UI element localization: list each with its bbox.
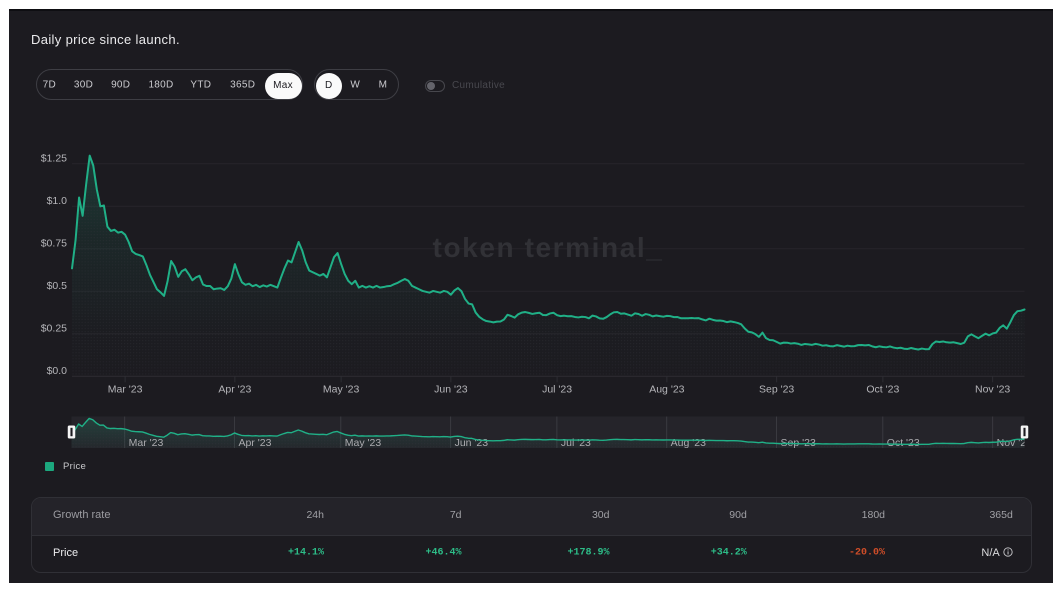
svg-text:Sep '23: Sep '23 [759, 384, 794, 396]
svg-text:$1.0: $1.0 [47, 195, 68, 207]
svg-text:$0.75: $0.75 [41, 238, 67, 250]
svg-text:$0.25: $0.25 [41, 323, 67, 335]
svg-text:Aug '23: Aug '23 [649, 384, 684, 396]
svg-text:Mar '23: Mar '23 [129, 437, 164, 449]
svg-text:Jul '23: Jul '23 [561, 437, 591, 449]
svg-text:Mar '23: Mar '23 [108, 384, 143, 396]
svg-text:Nov '23: Nov '23 [975, 384, 1010, 396]
svg-text:Apr '23: Apr '23 [238, 437, 271, 449]
svg-text:Oct '23: Oct '23 [866, 384, 899, 396]
svg-text:May '23: May '23 [323, 384, 360, 396]
svg-text:$0.0: $0.0 [47, 365, 68, 377]
svg-text:$0.5: $0.5 [47, 280, 68, 292]
svg-text:Oct '23: Oct '23 [887, 437, 920, 449]
svg-text:$1.25: $1.25 [41, 153, 67, 165]
svg-text:token terminal_: token terminal_ [433, 232, 664, 263]
svg-text:Jun '23: Jun '23 [434, 384, 468, 396]
svg-text:May '23: May '23 [345, 437, 382, 449]
svg-text:Nov '23: Nov '23 [997, 437, 1032, 449]
svg-text:Jul '23: Jul '23 [542, 384, 572, 396]
svg-text:Apr '23: Apr '23 [218, 384, 251, 396]
svg-text:Aug '23: Aug '23 [671, 437, 706, 449]
